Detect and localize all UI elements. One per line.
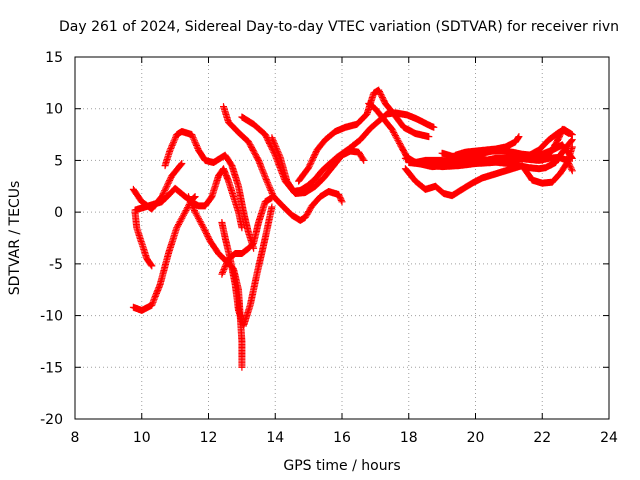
chart-title: Day 261 of 2024, Sidereal Day-to-day VTE… (59, 19, 619, 35)
marker-trace (218, 194, 276, 278)
y-tick-label: -10 (40, 309, 63, 325)
x-tick-label: 14 (266, 430, 284, 446)
series-track-5 (161, 128, 258, 252)
series-track-9 (220, 103, 346, 224)
series-track-19 (538, 125, 573, 164)
x-tick-label: 16 (333, 430, 351, 446)
y-tick-label: 5 (54, 153, 63, 169)
series-track-7 (218, 194, 276, 278)
y-tick-label: -20 (40, 412, 63, 428)
x-tick-label: 22 (533, 430, 551, 446)
series-track-18 (445, 136, 576, 173)
y-tick-label: -15 (40, 360, 63, 376)
y-tick-label: 10 (45, 102, 63, 118)
grid-lines (75, 57, 609, 419)
x-tick-label: 12 (200, 430, 218, 446)
plot-frame (74, 56, 610, 420)
y-axis-label: SDTVAR / TECUs (7, 181, 23, 296)
marker-trace (445, 136, 576, 173)
axis-ticks: 8 10 12 14 16 18 20 22 24 -20 -15 -10 -5 0 5 10 15 (40, 50, 618, 446)
x-tick-label: 10 (133, 430, 151, 446)
data-markers (129, 86, 576, 371)
x-axis-label: GPS time / hours (283, 458, 400, 474)
x-tick-label: 24 (600, 430, 618, 446)
series-track-8 (218, 203, 276, 330)
marker-trace (538, 125, 573, 164)
y-tick-label: 0 (54, 205, 63, 221)
series-track-3 (129, 193, 199, 314)
marker-trace (131, 208, 156, 270)
x-tick-label: 20 (467, 430, 485, 446)
marker-trace (220, 103, 346, 224)
marker-trace (161, 128, 258, 252)
marker-trace (218, 203, 276, 330)
x-tick-label: 8 (71, 430, 80, 446)
series-track-2 (131, 208, 156, 270)
y-tick-label: -5 (49, 257, 63, 273)
y-tick-label: 15 (45, 50, 63, 66)
x-tick-label: 18 (400, 430, 418, 446)
